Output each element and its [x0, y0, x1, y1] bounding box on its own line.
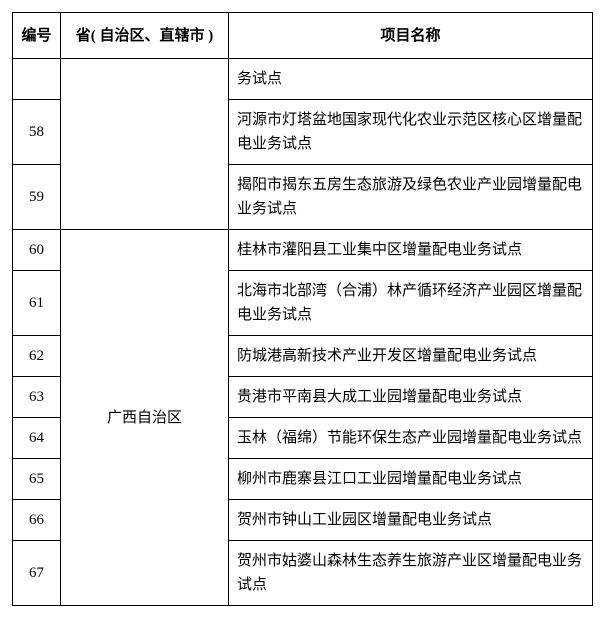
project-table: 编号 省( 自治区、直辖市 ) 项目名称 务试点 58 河源市灯塔盆地国家现代化…	[12, 12, 593, 606]
cell-num	[13, 59, 61, 100]
cell-num: 62	[13, 336, 61, 377]
cell-num: 59	[13, 165, 61, 230]
table-row: 60 广西自治区 桂林市灌阳县工业集中区增量配电业务试点	[13, 230, 593, 271]
cell-num: 66	[13, 500, 61, 541]
cell-num: 63	[13, 377, 61, 418]
cell-proj: 柳州市鹿寨县江口工业园增量配电业务试点	[229, 459, 593, 500]
cell-proj: 贺州市钟山工业园区增量配电业务试点	[229, 500, 593, 541]
cell-num: 67	[13, 541, 61, 606]
cell-proj: 务试点	[229, 59, 593, 100]
cell-proj: 玉林（福绵）节能环保生态产业园增量配电业务试点	[229, 418, 593, 459]
cell-proj: 河源市灯塔盆地国家现代化农业示范区核心区增量配电业务试点	[229, 100, 593, 165]
cell-prov: 广西自治区	[61, 230, 229, 606]
cell-proj: 防城港高新技术产业开发区增量配电业务试点	[229, 336, 593, 377]
cell-proj: 贺州市姑婆山森林生态养生旅游产业区增量配电业务试点	[229, 541, 593, 606]
header-prov: 省( 自治区、直辖市 )	[61, 13, 229, 59]
cell-proj: 贵港市平南县大成工业园增量配电业务试点	[229, 377, 593, 418]
cell-num: 60	[13, 230, 61, 271]
table-row: 务试点	[13, 59, 593, 100]
cell-proj: 桂林市灌阳县工业集中区增量配电业务试点	[229, 230, 593, 271]
cell-num: 61	[13, 271, 61, 336]
header-row: 编号 省( 自治区、直辖市 ) 项目名称	[13, 13, 593, 59]
cell-num: 58	[13, 100, 61, 165]
cell-num: 64	[13, 418, 61, 459]
cell-proj: 揭阳市揭东五房生态旅游及绿色农业产业园增量配电业务试点	[229, 165, 593, 230]
cell-prov	[61, 59, 229, 230]
cell-num: 65	[13, 459, 61, 500]
header-num: 编号	[13, 13, 61, 59]
header-proj: 项目名称	[229, 13, 593, 59]
cell-proj: 北海市北部湾（合浦）林产循环经济产业园区增量配电业务试点	[229, 271, 593, 336]
